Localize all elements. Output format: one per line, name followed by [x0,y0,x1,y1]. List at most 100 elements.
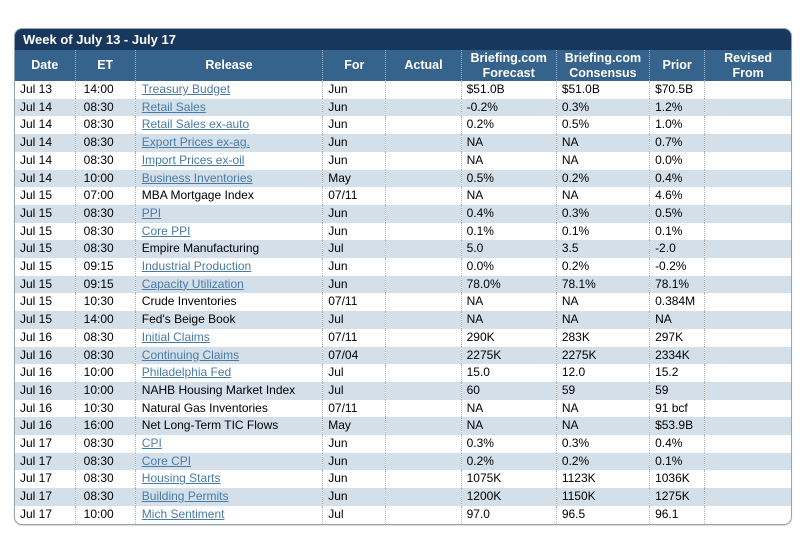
cell-for: Jun [322,258,386,276]
cell-consensus: 3.5 [555,240,650,259]
cell-revised [704,169,791,188]
cell-for: 07/11 [322,328,386,347]
cell-date: Jul 16 [15,381,76,400]
cell-actual [385,187,462,205]
cell-actual [385,452,462,471]
release-link[interactable]: Capacity Utilization [141,276,244,291]
cell-et: 08:30 [74,488,136,506]
release-link[interactable]: CPI [141,436,162,451]
cell-for: Jun [322,470,386,489]
cell-forecast: 0.0% [460,258,557,276]
column-header-date: Date [15,50,76,81]
release-link[interactable]: Export Prices ex-ag. [141,135,250,150]
cell-actual [385,81,462,99]
cell-consensus: 283K [555,328,650,347]
release-link[interactable]: Retail Sales [141,99,206,114]
cell-et: 10:00 [74,364,136,382]
release-link[interactable]: Treasury Budget [141,82,231,96]
cell-actual [385,98,462,117]
cell-forecast: 15.0 [460,364,557,382]
cell-date: Jul 17 [15,488,76,506]
cell-et: 09:15 [74,275,136,294]
release-link[interactable]: Philadelphia Fed [141,365,232,380]
cell-consensus: NA [555,134,650,152]
cell-date: Jul 17 [20,506,53,521]
cell-actual [385,169,462,188]
cell-consensus: NA [555,293,650,312]
cell-et: 08:30 [74,470,136,489]
cell-release: Business Inventories [134,169,323,188]
cell-prior: $53.9B [649,417,705,436]
cell-revised [704,258,791,276]
cell-date: Jul 14 [20,117,53,132]
cell-forecast: 290K [460,328,557,347]
column-header-et: ET [74,50,136,81]
cell-revised [704,346,791,365]
cell-prior: -2.0 [649,240,705,259]
cell-revised [704,222,791,241]
cell-date: Jul 14 [15,134,76,152]
cell-date: Jul 15 [15,204,76,223]
table-row: Jul 17 10:00 Mich Sentiment Jul 97.0 96.5 96.1 [15,505,791,524]
cell-prior: 0.4% [649,169,705,188]
cell-for: Jul [322,505,386,524]
cell-for: Jun [322,488,386,506]
cell-et: 07:00 [74,187,136,205]
cell-forecast: 5.0 [460,240,557,259]
release-link[interactable]: Import Prices ex-oil [141,152,245,167]
cell-prior: 91 bcf [649,399,705,418]
cell-actual [385,381,462,400]
table-row: Jul 16 08:30 Initial Claims 07/11 290K 283K 29… [15,328,791,347]
release-link[interactable]: Retail Sales ex-auto [141,117,250,132]
cell-prior: 2334K [649,346,705,365]
column-header-consensus: Briefing.com Consensus [555,50,650,81]
cell-revised [704,505,791,524]
cell-forecast: -0.2% [460,98,557,117]
release-link[interactable]: Mich Sentiment [141,506,225,521]
cell-release: CPI [134,435,323,453]
table-row: Jul 16 08:30 Continuing Claims 07/04 2275K 22… [15,346,791,365]
cell-prior: 15.2 [649,364,705,382]
cell-et: 08:30 [74,346,136,365]
table-row: Jul 15 08:30 Core PPI Jun 0.1% 0.1% 0.1% [15,222,791,241]
cell-revised [704,293,791,312]
column-header-forecast: Briefing.com Forecast [460,50,557,81]
cell-release: Natural Gas Inventories [134,399,323,418]
table-row: Jul 15 08:30 PPI Jun 0.4% 0.3% 0.5% [15,204,791,223]
cell-forecast: 97.0 [460,505,557,524]
cell-date: Jul 16 [15,417,76,436]
release-link[interactable]: Core CPI [141,453,192,468]
cell-release: Continuing Claims [134,346,323,365]
cell-prior: 0.7% [649,134,705,152]
cell-actual [385,399,462,418]
release-link[interactable]: Industrial Production [141,259,252,274]
cell-for: Jun [322,452,386,471]
cell-for: Jun [322,204,386,223]
table-row: Jul 17 08:30 Housing Starts Jun 1075K 1123K 10… [15,470,791,489]
cell-et: 08:30 [74,204,136,223]
cell-date: Jul 16 [20,365,53,380]
release-link[interactable]: Building Permits [141,489,229,504]
cell-consensus: NA [555,311,650,329]
release-link[interactable]: Initial Claims [141,329,210,344]
cell-release: Net Long-Term TIC Flows [134,417,323,436]
release-link[interactable]: Continuing Claims [141,347,240,362]
cell-revised [704,81,791,99]
table-row: Jul 16 10:00 Philadelphia Fed Jul 15.0 12.0 15… [15,364,791,382]
cell-consensus: 0.2% [555,452,650,471]
cell-revised [704,311,791,329]
cell-for: Jul [322,311,386,329]
cell-for: Jul [322,240,386,259]
cell-et: 08:30 [74,98,136,117]
cell-et: 14:00 [74,81,136,99]
column-header-actual: Actual [385,50,462,81]
release-link[interactable]: Core PPI [141,223,191,238]
cell-forecast: 78.0% [460,275,557,294]
cell-prior: 1.2% [649,98,705,117]
release-link[interactable]: PPI [141,205,162,220]
cell-date: Jul 15 [15,240,76,259]
release-link[interactable]: Business Inventories [141,170,253,185]
cell-prior: 0.1% [649,452,705,471]
release-link[interactable]: Housing Starts [141,471,221,486]
cell-release: MBA Mortgage Index [134,187,323,205]
